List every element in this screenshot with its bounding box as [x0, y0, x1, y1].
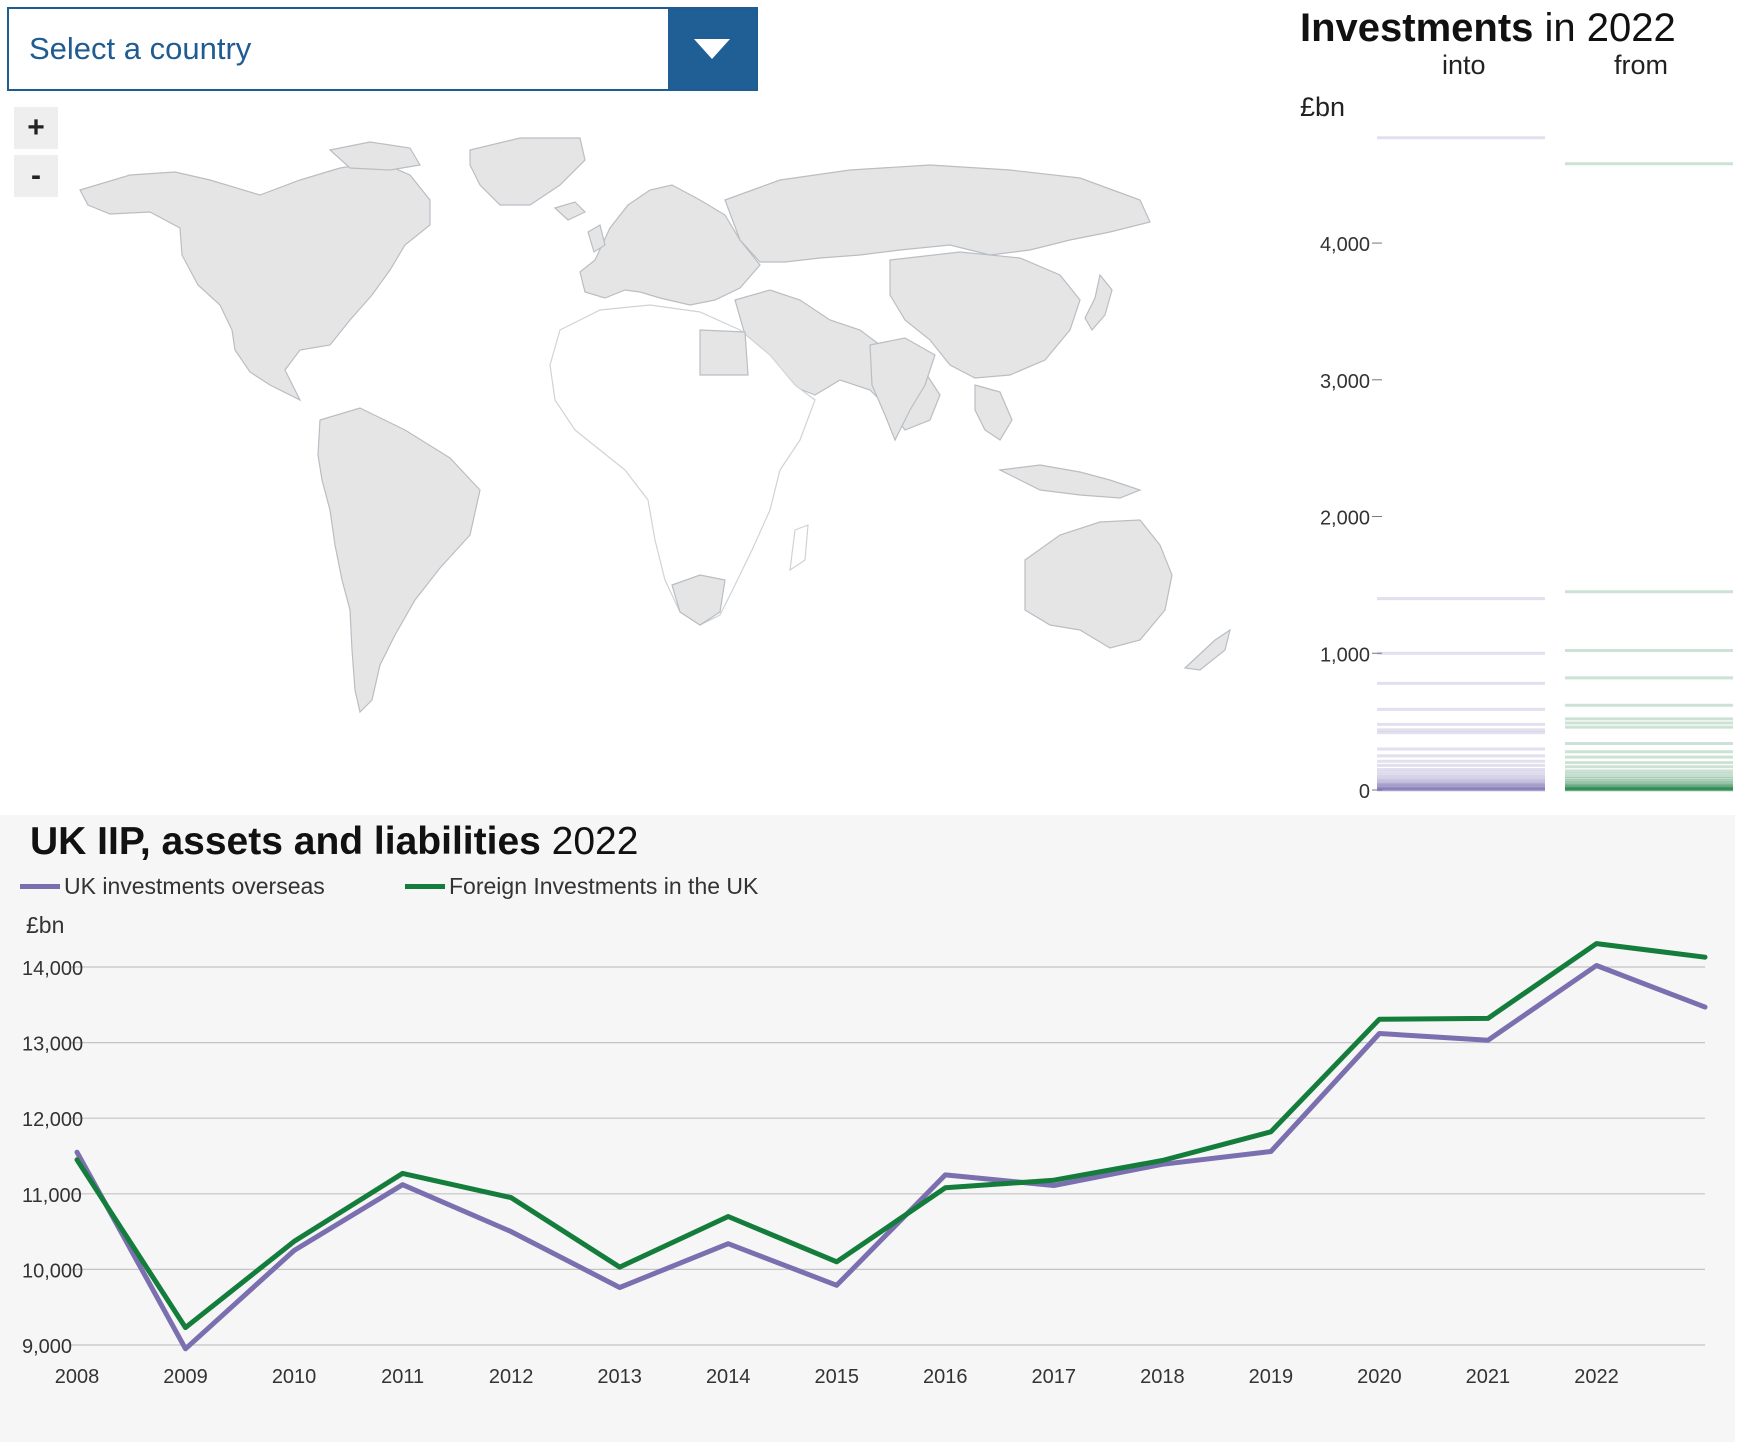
- zoom-out-button[interactable]: -: [14, 155, 58, 197]
- map-region-southeast-asia[interactable]: [974, 384, 1013, 441]
- strip-ytick-label: 1,000: [1320, 644, 1370, 666]
- line-chart-panel: UK IIP, assets and liabilities 2022 UK i…: [0, 815, 1735, 1442]
- xtick-label: 2018: [1140, 1366, 1185, 1388]
- map-region-east-asia[interactable]: [889, 251, 1081, 379]
- xtick-label: 2014: [706, 1366, 751, 1388]
- investments-col-from: from: [1614, 50, 1668, 80]
- country-select-label: Select a country: [29, 31, 252, 66]
- country-select[interactable]: Select a country: [7, 7, 758, 91]
- map-region-india[interactable]: [869, 337, 936, 442]
- map-region-south-america[interactable]: [317, 407, 481, 714]
- map-region-japan[interactable]: [1084, 273, 1113, 332]
- strip-ytick-label: 0: [1359, 781, 1370, 800]
- investments-title-year: in 2022: [1533, 6, 1676, 50]
- line-chart-title-year: 2022: [540, 820, 639, 863]
- xtick-label: 2009: [163, 1366, 208, 1388]
- xtick-label: 2019: [1249, 1366, 1294, 1388]
- xtick-label: 2013: [597, 1366, 642, 1388]
- investments-title: Investments in 2022: [1300, 6, 1676, 51]
- chevron-down-icon: [694, 39, 730, 59]
- map-region-iceland[interactable]: [553, 201, 587, 221]
- map-region-russia[interactable]: [724, 164, 1151, 263]
- strip-ytick-label: 4,000: [1320, 234, 1370, 256]
- map-region-africa[interactable]: [549, 304, 816, 626]
- series-line-foreign-in-uk[interactable]: [74, 941, 1708, 1331]
- map-region-indonesia[interactable]: [997, 464, 1142, 499]
- map-region-australia[interactable]: [1024, 519, 1173, 649]
- zoom-in-button[interactable]: +: [14, 107, 58, 149]
- investments-strip-chart[interactable]: 0 1,000 2,000 3,000 4,000: [1290, 110, 1740, 800]
- strip-ytick-label: 3,000: [1320, 371, 1370, 393]
- xtick-label: 2012: [489, 1366, 534, 1388]
- strip-ytick-label: 2,000: [1320, 508, 1370, 530]
- investments-title-bold: Investments: [1300, 6, 1534, 50]
- ytick-label: 11,000: [22, 1185, 82, 1207]
- legend-label-uk-overseas: UK investments overseas: [64, 873, 325, 899]
- xtick-label: 2017: [1032, 1366, 1077, 1388]
- country-select-button[interactable]: [668, 9, 756, 89]
- map-region-europe[interactable]: [579, 184, 761, 306]
- map-region-south-africa[interactable]: [671, 574, 726, 626]
- map-region-north-america[interactable]: [79, 161, 431, 402]
- ytick-label: 14,000: [22, 958, 83, 980]
- investments-col-into: into: [1442, 50, 1486, 80]
- ytick-label: 12,000: [22, 1109, 83, 1131]
- xtick-label: 2022: [1574, 1366, 1619, 1388]
- line-chart-title: UK IIP, assets and liabilities 2022: [30, 820, 638, 864]
- investments-unit: £bn: [1300, 92, 1346, 122]
- xtick-label: 2020: [1357, 1366, 1402, 1388]
- map-region-greenland[interactable]: [469, 137, 586, 206]
- series-line-uk-overseas[interactable]: [74, 963, 1708, 1352]
- line-chart-title-bold: UK IIP, assets and liabilities: [30, 820, 541, 863]
- legend-swatch-uk-overseas: [20, 884, 60, 889]
- line-chart-unit: £bn: [26, 912, 65, 938]
- xtick-label: 2021: [1466, 1366, 1511, 1388]
- ytick-label: 13,000: [22, 1034, 83, 1056]
- world-map[interactable]: [0, 120, 1245, 760]
- legend-label-foreign-in-uk: Foreign Investments in the UK: [449, 873, 759, 899]
- map-region-madagascar[interactable]: [789, 524, 809, 572]
- line-chart[interactable]: 9,000 10,000 11,000 12,000 13,000 14,000 2008 2…: [0, 815, 1735, 1442]
- legend-swatch-foreign-in-uk: [405, 884, 445, 889]
- map-region-new-zealand[interactable]: [1183, 628, 1231, 671]
- map-region-uk[interactable]: [587, 224, 606, 253]
- xtick-label: 2010: [272, 1366, 317, 1388]
- map-region-egypt[interactable]: [699, 329, 749, 376]
- legend-item-uk-overseas[interactable]: UK investments overseas: [20, 873, 325, 900]
- xtick-label: 2008: [55, 1366, 100, 1388]
- legend-item-foreign-in-uk[interactable]: Foreign Investments in the UK: [405, 873, 758, 900]
- xtick-label: 2011: [381, 1366, 424, 1388]
- strip-series-into: [1377, 136, 1545, 792]
- ytick-label: 9,000: [22, 1336, 72, 1358]
- ytick-label: 10,000: [22, 1260, 83, 1282]
- map-region-arctic-islands[interactable]: [328, 141, 421, 171]
- strip-series-from: [1565, 162, 1733, 792]
- xtick-label: 2016: [923, 1366, 968, 1388]
- xtick-label: 2015: [814, 1366, 859, 1388]
